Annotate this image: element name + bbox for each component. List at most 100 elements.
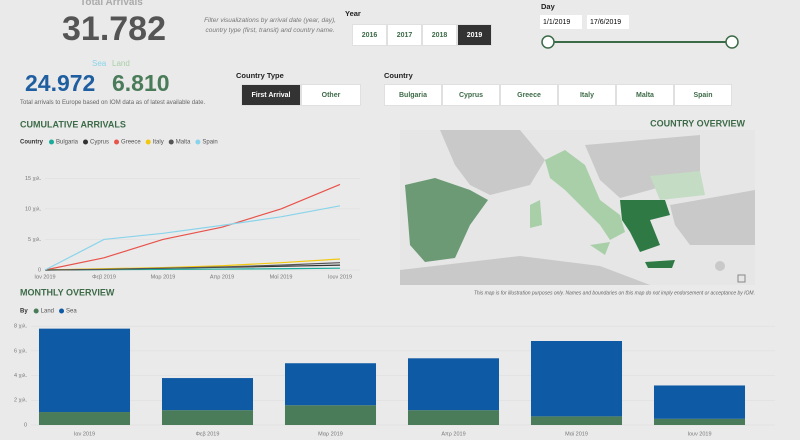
date-end[interactable]: 17/6/2019 [587, 15, 629, 29]
bar-segment [653, 385, 746, 419]
filter-button[interactable]: 2016 [352, 24, 387, 46]
x-tick-label: Ιουν 2019 [328, 274, 352, 280]
legend-label: Bulgaria [56, 140, 79, 146]
legend-title: By [20, 309, 28, 315]
filter-button[interactable]: 2018 [422, 24, 457, 46]
map-note: This map is for illustration purposes on… [474, 290, 755, 296]
italy-shape [530, 200, 542, 228]
series-line [44, 262, 341, 271]
legend-dot [168, 139, 174, 145]
x-tick-label: Μαρ 2019 [151, 274, 176, 280]
x-tick-label: Φεβ 2019 [92, 274, 116, 280]
filter-button[interactable]: Cyprus [442, 84, 500, 106]
bar-segment [161, 410, 254, 425]
sea-value: 24.972 [25, 70, 96, 96]
legend-dot [145, 139, 151, 145]
filter-label: Year [345, 9, 361, 18]
filter-button[interactable]: First Arrival [241, 84, 301, 106]
y-tick-label: 15 χιλ. [25, 176, 42, 182]
bar-segment [284, 405, 377, 425]
map [400, 130, 755, 285]
y-tick-label: 5 χιλ. [28, 237, 41, 243]
slider-handle[interactable] [541, 35, 555, 49]
slider-handle[interactable] [725, 35, 739, 49]
legend-label: Land [41, 309, 54, 315]
bar-segment [530, 341, 623, 417]
bulgaria-shape [650, 171, 705, 200]
filter-label: Country Type [236, 71, 284, 80]
legend-title: Country [20, 140, 44, 146]
filter-button[interactable]: Other [301, 84, 361, 106]
country-shape [440, 130, 545, 195]
x-tick-label: Μαϊ 2019 [565, 431, 588, 437]
y-tick-label: 8 χιλ. [14, 324, 27, 330]
filter-button[interactable]: Spain [674, 84, 732, 106]
legend-label: Spain [202, 140, 217, 146]
y-tick-label: 0 [38, 267, 41, 273]
bar-segment [407, 410, 500, 425]
legend-dot [59, 308, 65, 314]
legend-label: Sea [66, 309, 77, 315]
filter-note: Filter visualizations by arrival date (y… [204, 17, 336, 34]
map-title: COUNTRY OVERVIEW [650, 118, 745, 128]
filter-button[interactable]: Greece [500, 84, 558, 106]
total-label: Total Arrivals [80, 0, 143, 8]
y-tick-label: 4 χιλ. [14, 373, 27, 379]
date-start[interactable]: 1/1/2019 [540, 15, 582, 29]
cyprus-shape [715, 261, 725, 271]
land-label: Land [112, 59, 130, 68]
x-tick-label: Ιαν 2019 [74, 431, 95, 437]
greece-shape [645, 260, 675, 268]
italy-shape [590, 242, 610, 255]
legend-label: Greece [121, 140, 141, 146]
expand-icon[interactable] [737, 274, 746, 283]
x-tick-label: Μαρ 2019 [318, 431, 343, 437]
x-tick-label: Ιουν 2019 [687, 431, 711, 437]
series-line [44, 205, 341, 271]
country-shape [400, 256, 650, 285]
filter-button[interactable]: Malta [616, 84, 674, 106]
legend-dot [33, 308, 39, 314]
bar-segment [530, 416, 623, 425]
filter-button[interactable]: 2019 [457, 24, 492, 46]
y-tick-label: 6 χιλ. [14, 348, 27, 354]
bar-segment [407, 358, 500, 411]
y-tick-label: 2 χιλ. [14, 398, 27, 404]
y-tick-label: 0 [24, 422, 27, 428]
bar-segment [161, 378, 254, 411]
italy-shape [545, 150, 625, 240]
legend-label: Italy [153, 140, 164, 146]
filter-button[interactable]: 2017 [387, 24, 422, 46]
legend-dot [195, 139, 201, 145]
legend-dot [114, 139, 120, 145]
x-tick-label: Ιαν 2019 [34, 274, 55, 280]
total-value: 31.782 [62, 10, 166, 48]
x-tick-label: Μαϊ 2019 [270, 274, 293, 280]
legend-label: Cyprus [90, 140, 109, 146]
total-note: Total arrivals to Europe based on IOM da… [20, 100, 206, 106]
land-value: 6.810 [112, 70, 170, 96]
filter-button[interactable]: Bulgaria [384, 84, 442, 106]
country-shape [670, 190, 755, 245]
legend-dot [49, 139, 54, 145]
x-tick-label: Φεβ 2019 [196, 431, 220, 437]
bar-segment [284, 363, 377, 406]
bar-segment [38, 328, 131, 413]
filter-button[interactable]: Italy [558, 84, 616, 106]
x-tick-label: Απρ 2019 [441, 431, 465, 437]
legend-label: Malta [176, 140, 191, 146]
spain-shape [405, 178, 488, 262]
bar-segment [38, 412, 131, 425]
series-line [44, 183, 341, 271]
greece-shape [620, 200, 670, 252]
filter-label: Day [541, 2, 555, 11]
x-tick-label: Απρ 2019 [210, 274, 234, 280]
y-tick-label: 10 χιλ. [25, 206, 42, 212]
legend-dot [83, 139, 89, 145]
filter-label: Country [384, 71, 413, 80]
bar-segment [653, 418, 746, 425]
chart-title: MONTHLY OVERVIEW [20, 287, 115, 297]
chart-title: CUMULATIVE ARRIVALS [20, 119, 126, 129]
